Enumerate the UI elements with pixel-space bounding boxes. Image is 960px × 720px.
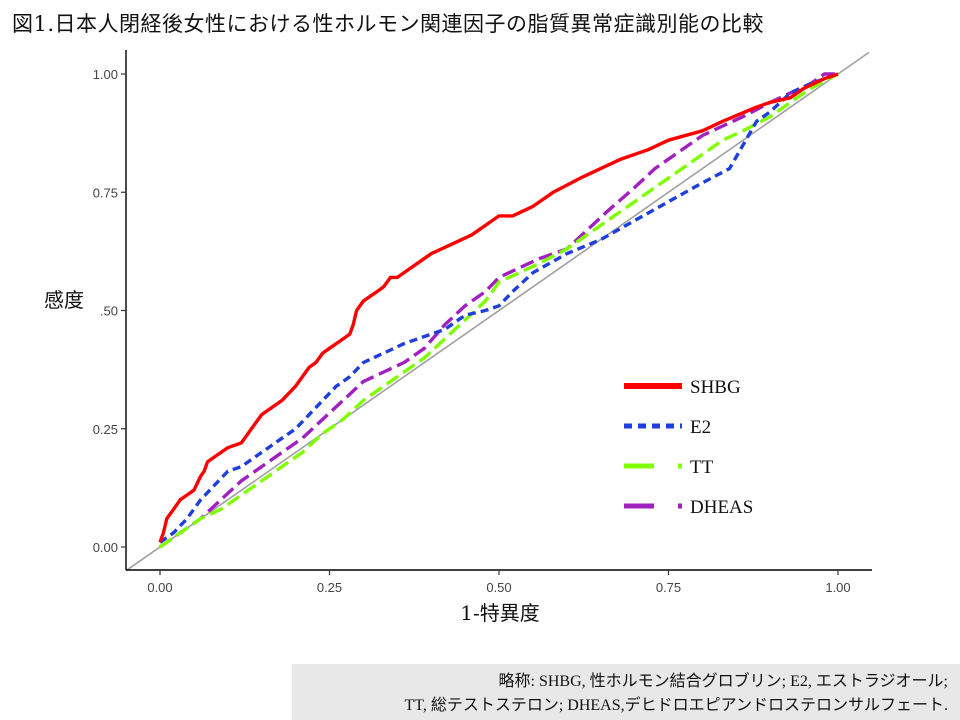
legend-label-e2: E2 [690, 417, 711, 438]
x-tick-label: 0.50 [486, 580, 511, 595]
legend-label-shbg: SHBG [690, 377, 741, 398]
legend-label-tt: TT [690, 457, 714, 478]
x-tick-label: 1.00 [825, 580, 850, 595]
y-tick-label: 0.00 [93, 540, 118, 555]
legend: SHBG E2 TT DHEAS [624, 377, 753, 518]
x-tick-label: 0.00 [147, 580, 172, 595]
y-axis-title: 感度 [44, 288, 84, 312]
series-line-shbg [158, 72, 839, 543]
series-line-tt [159, 72, 839, 549]
series-line-e2 [159, 72, 839, 544]
series-lines [158, 72, 839, 549]
x-tick-label: 0.25 [317, 580, 342, 595]
footnote-line-1: 略称: SHBG, 性ホルモン結合グロブリン; E2, エストラジオール; [498, 673, 948, 690]
footnote: 略称: SHBG, 性ホルモン結合グロブリン; E2, エストラジオール; TT… [292, 664, 960, 720]
legend-label-dheas: DHEAS [690, 497, 753, 518]
x-axis-title: 1-特異度 [460, 601, 539, 625]
series-line-dheas [159, 72, 838, 549]
y-tick-label: 0.25 [93, 422, 118, 437]
axes: 0.00 0.25 0.50 0.75 1.00 0.00 0.25 .50 0.75 1.00 [93, 50, 872, 595]
chart-title: 図1.日本人閉経後女性における性ホルモン関連因子の脂質異常症識別能の比較 [12, 12, 765, 36]
footnote-line-2: TT, 総テストステロン; DHEAS,デヒドロエピアンドロステロンサルフェート… [404, 697, 948, 714]
reference-line [125, 51, 870, 572]
x-tick-label: 0.75 [656, 580, 681, 595]
y-tick-label: 1.00 [93, 67, 118, 82]
reference-diagonal [125, 51, 870, 572]
y-tick-label: .50 [100, 304, 118, 319]
y-tick-label: 0.75 [93, 185, 118, 200]
